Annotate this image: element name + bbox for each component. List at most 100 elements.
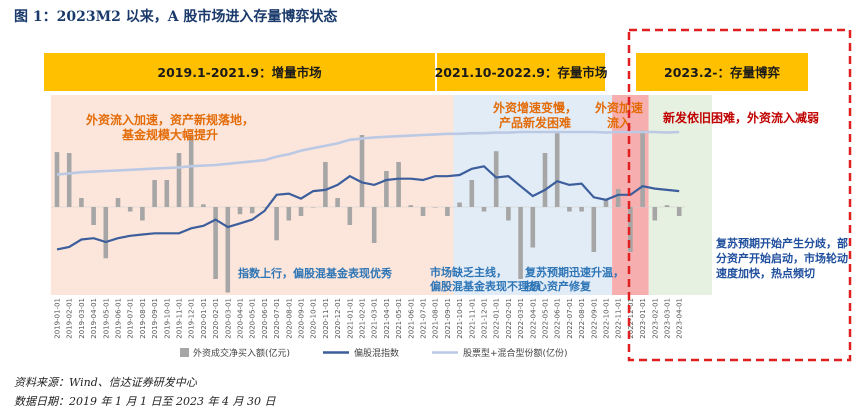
phase-header-1	[44, 53, 435, 91]
x-tick-label: 2023-02-01	[651, 298, 659, 339]
bar	[298, 207, 304, 216]
x-tick-label: 2021-03-01	[371, 298, 379, 339]
bar-series	[54, 130, 682, 293]
annotation-5-line: 指数上行，偏股混基金表现优秀	[238, 266, 392, 280]
bar	[79, 198, 84, 207]
x-tick-label: 2022-08-01	[578, 298, 586, 339]
bar	[274, 207, 279, 241]
line-series	[56, 130, 680, 251]
x-tick-label: 2023-04-01	[676, 298, 684, 339]
annotation-1-line: 基金规模大幅提升	[121, 127, 218, 142]
bar	[506, 207, 511, 221]
x-tick-label: 2021-08-01	[432, 298, 440, 339]
x-tick-label: 2019-05-01	[102, 298, 110, 339]
bar	[335, 198, 340, 207]
legend-label: 偏股混指数	[354, 347, 399, 359]
x-tick-label: 2019-11-01	[176, 298, 184, 339]
bar	[469, 180, 475, 207]
bar	[262, 207, 267, 208]
figure-title: 图 1：2023M2 以来，A 股市场进入存量博弈状态	[14, 9, 338, 25]
x-tick-label: 2021-02-01	[359, 298, 367, 339]
x-tick-label: 2021-10-01	[456, 298, 464, 339]
x-tick-label: 2022-07-01	[566, 298, 574, 339]
annotation-3-line: 外资加速	[595, 100, 643, 115]
bar	[652, 207, 658, 221]
bar	[54, 152, 60, 207]
x-tick-label: 2020-11-01	[322, 298, 330, 339]
x-tick-label: 2020-02-01	[212, 298, 220, 339]
x-tick-label: 2019-06-01	[115, 298, 123, 339]
footer: 资料来源：Wind、信达证券研发中心 数据日期：2019 年 1 月 1 日至 …	[14, 373, 275, 411]
bar	[323, 162, 328, 207]
x-tick-label: 2023-03-01	[664, 298, 672, 339]
phase-region-4	[648, 95, 712, 295]
x-tick-label: 2021-04-01	[383, 298, 391, 339]
phase-headers: 2019.1-2021.9：增量市场 2021.10-2022.9：存量市场 202…	[44, 53, 808, 91]
x-tick-label: 2020-06-01	[261, 298, 269, 339]
x-tick-label: 2020-12-01	[334, 298, 342, 339]
x-tick-label: 2022-03-01	[517, 298, 525, 339]
x-tick-label: 2020-10-01	[310, 298, 318, 339]
x-tick-label: 2020-03-01	[224, 298, 232, 339]
bar	[347, 207, 353, 225]
x-tick-label: 2019-03-01	[78, 298, 86, 339]
bar	[481, 207, 487, 212]
x-tick-label: 2019-02-01	[66, 298, 74, 339]
legend: 外资成交净买入额(亿元) 偏股混指数 股票型+混合型份额(亿份)	[180, 347, 568, 359]
x-tick-label: 2022-10-01	[603, 298, 611, 339]
bar	[554, 133, 560, 207]
bar	[664, 205, 670, 207]
x-tick-label: 2021-11-01	[468, 298, 476, 339]
bar	[457, 202, 462, 207]
bar	[445, 207, 450, 216]
x-tick-label: 2021-06-01	[407, 298, 415, 339]
bar	[628, 207, 633, 252]
bar	[201, 204, 206, 207]
annotations: 外资流入加速，资产新规落地，基金规模大幅提升 外资增速变慢，产品新发困难 外资加速流…	[86, 100, 848, 293]
x-tick-label: 2022-01-01	[493, 298, 501, 339]
bar	[286, 207, 292, 221]
source-note: 资料来源：Wind、信达证券研发中心	[14, 376, 197, 389]
series-line-fund-shares	[56, 130, 680, 176]
x-tick-label: 2019-10-01	[163, 298, 171, 339]
x-tick-label: 2019-08-01	[139, 298, 147, 339]
bar	[140, 207, 145, 221]
phase-header-2	[437, 53, 605, 91]
annotation-4-line: 新发依旧困难，外资流入减弱	[663, 110, 819, 125]
annotation-2-line: 外资增速变慢，	[493, 100, 577, 115]
bar	[152, 180, 157, 207]
x-tick-labels: 2019-01-01 2019-02-01 2019-03-01 2019-04-01…	[54, 298, 684, 339]
x-tick-label: 2023-01-01	[639, 298, 647, 339]
bar	[530, 207, 536, 248]
x-tick-label: 2022-11-01	[615, 298, 623, 339]
x-tick-label: 2019-04-01	[90, 298, 98, 339]
annotation-2-line: 产品新发困难	[499, 115, 571, 130]
x-tick-label: 2019-09-01	[151, 298, 159, 339]
x-tick-label: 2020-08-01	[285, 298, 293, 339]
bar	[420, 207, 426, 216]
annotation-6-line: 市场缺乏主线，	[430, 265, 507, 279]
highlight-box	[627, 28, 852, 362]
x-tick-label: 2021-01-01	[346, 298, 354, 339]
bar	[91, 207, 96, 225]
bar	[408, 205, 414, 207]
annotation-1-line: 外资流入加速，资产新规落地，	[86, 112, 254, 127]
bar	[542, 153, 548, 207]
bar	[176, 153, 182, 207]
annotation-8-line: 复苏预期开始产生分歧，部	[715, 236, 848, 250]
x-tick-label: 2020-04-01	[237, 298, 245, 339]
x-tick-label: 2020-09-01	[298, 298, 306, 339]
phase-header-1-label: 2019.1-2021.9：增量市场	[157, 65, 321, 80]
bar	[567, 207, 572, 212]
bar	[591, 207, 597, 252]
series-line-equity-hybrid-index	[56, 165, 680, 251]
bar	[66, 153, 72, 207]
x-tick-label: 2022-09-01	[590, 298, 598, 339]
annotation-6-line: 偏股混基金表现不理想	[430, 279, 540, 293]
bar	[518, 207, 523, 279]
x-tick-label: 2022-05-01	[542, 298, 550, 339]
date-note: 数据日期：2019 年 1 月 1 日至 2023 年 4 月 30 日	[14, 395, 276, 408]
x-tick-label: 2021-07-01	[420, 298, 428, 339]
bar	[493, 151, 499, 207]
